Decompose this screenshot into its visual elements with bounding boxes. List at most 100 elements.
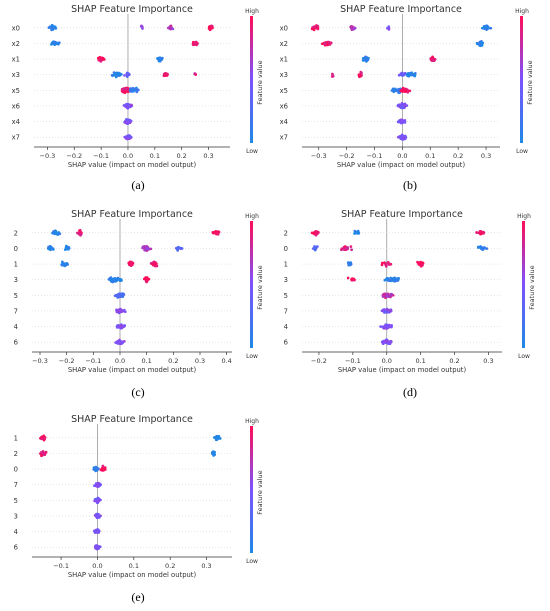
feature-label: 3 bbox=[14, 276, 18, 284]
shap-point bbox=[122, 308, 126, 312]
chart-title: SHAP Feature Importance bbox=[71, 414, 193, 425]
feature-label: 1 bbox=[14, 434, 18, 442]
feature-label: x2 bbox=[280, 40, 288, 48]
shap-point bbox=[349, 245, 353, 249]
shap-point bbox=[50, 24, 54, 27]
x-tick-label: 0.3 bbox=[201, 562, 211, 570]
shap-point bbox=[110, 277, 114, 281]
shap-point bbox=[194, 41, 197, 45]
shap-point bbox=[118, 277, 122, 281]
shap-point bbox=[356, 231, 360, 235]
shap-point bbox=[94, 469, 98, 473]
chart-title: SHAP Feature Importance bbox=[340, 4, 462, 15]
shap-point bbox=[387, 341, 391, 345]
x-tick-label: 0.3 bbox=[481, 152, 491, 160]
x-tick-label: 0.1 bbox=[415, 357, 425, 365]
colorbar bbox=[250, 426, 253, 553]
x-tick-label: 0.1 bbox=[150, 152, 160, 160]
shap-point bbox=[55, 232, 59, 236]
shap-point bbox=[316, 24, 319, 28]
shap-point bbox=[482, 247, 486, 251]
colorbar-low-label: Low bbox=[518, 353, 530, 360]
shap-point bbox=[93, 499, 97, 503]
feature-label: 4 bbox=[284, 323, 288, 331]
shap-point bbox=[380, 263, 384, 267]
shap-point bbox=[383, 278, 387, 282]
shap-point bbox=[364, 55, 367, 59]
shap-point bbox=[385, 308, 389, 312]
feature-label: x4 bbox=[12, 118, 20, 126]
colorbar-title: Feature value bbox=[526, 60, 534, 104]
shap-point bbox=[489, 26, 493, 30]
shap-point bbox=[214, 231, 218, 235]
shap-point bbox=[312, 231, 316, 235]
x-tick-label: 0.2 bbox=[176, 152, 186, 160]
shap-point bbox=[125, 103, 128, 106]
shap-point bbox=[117, 292, 121, 296]
chart-panel-c: SHAP Feature Importance −0.3 −0.2 −0.1 0.0 0.… bbox=[0, 205, 280, 375]
feature-label: 1 bbox=[284, 261, 288, 269]
feature-label: x1 bbox=[12, 56, 20, 64]
shap-point bbox=[128, 104, 132, 108]
shap-point bbox=[357, 73, 361, 77]
shap-point bbox=[312, 25, 315, 29]
panel-caption-b: (b) bbox=[403, 178, 417, 192]
shap-point bbox=[412, 73, 415, 76]
feature-label: 2 bbox=[284, 229, 288, 237]
x-tick-label: 0.2 bbox=[449, 357, 459, 365]
x-tick-label: 0.2 bbox=[453, 152, 463, 160]
shap-point bbox=[386, 278, 390, 282]
shap-point bbox=[101, 56, 104, 60]
shap-point bbox=[389, 278, 393, 281]
x-tick-label: 0.0 bbox=[92, 562, 102, 570]
shap-point bbox=[384, 310, 387, 313]
shap-point bbox=[419, 260, 423, 264]
shap-point bbox=[126, 106, 130, 110]
feature-label: x2 bbox=[12, 40, 20, 48]
shap-point bbox=[125, 117, 128, 121]
feature-label: x6 bbox=[12, 102, 20, 110]
feature-label: 3 bbox=[14, 512, 18, 520]
feature-label: x0 bbox=[280, 24, 288, 32]
shap-point bbox=[360, 71, 363, 75]
feature-label: 6 bbox=[284, 339, 288, 347]
shap-point bbox=[387, 28, 391, 31]
shap-point bbox=[171, 27, 175, 31]
shap-point bbox=[67, 245, 70, 249]
colorbar-title: Feature value bbox=[256, 60, 264, 104]
shap-point bbox=[401, 89, 405, 93]
shap-point bbox=[48, 247, 51, 251]
feature-label: 7 bbox=[14, 307, 18, 315]
panel-caption-e: (e) bbox=[131, 590, 145, 604]
feature-label: x1 bbox=[280, 56, 288, 64]
x-tick-label: 0.3 bbox=[203, 152, 213, 160]
shap-point bbox=[431, 55, 434, 59]
shap-point bbox=[121, 88, 125, 91]
x-tick-label: 0.1 bbox=[141, 357, 151, 365]
panel-caption-a: (a) bbox=[131, 178, 145, 192]
chart-svg-e: SHAP Feature Importance −0.1 0.0 0.1 0.2 0.3 S… bbox=[14, 414, 264, 579]
shap-point bbox=[128, 119, 132, 122]
shap-point bbox=[397, 120, 401, 124]
shap-point bbox=[314, 246, 317, 250]
shap-point bbox=[129, 89, 132, 93]
shap-point bbox=[312, 28, 316, 32]
feature-label: 3 bbox=[284, 276, 288, 284]
colorbar-high-label: High bbox=[517, 213, 531, 220]
shap-point bbox=[131, 89, 135, 93]
shap-point bbox=[481, 41, 485, 45]
shap-point bbox=[140, 24, 143, 28]
x-axis-label: SHAP value (impact on model output) bbox=[68, 366, 197, 374]
shap-point bbox=[118, 295, 122, 299]
colorbar bbox=[250, 16, 253, 143]
shap-point bbox=[403, 121, 407, 124]
shap-point bbox=[118, 340, 121, 344]
panel-caption-c: (c) bbox=[131, 385, 145, 399]
colorbar bbox=[520, 16, 523, 143]
x-tick-label: 0.1 bbox=[129, 562, 139, 570]
shap-point bbox=[99, 483, 103, 486]
colorbar-high-label: High bbox=[245, 8, 259, 15]
feature-label: x7 bbox=[12, 134, 20, 142]
shap-point bbox=[216, 435, 219, 438]
shap-point bbox=[476, 245, 480, 249]
